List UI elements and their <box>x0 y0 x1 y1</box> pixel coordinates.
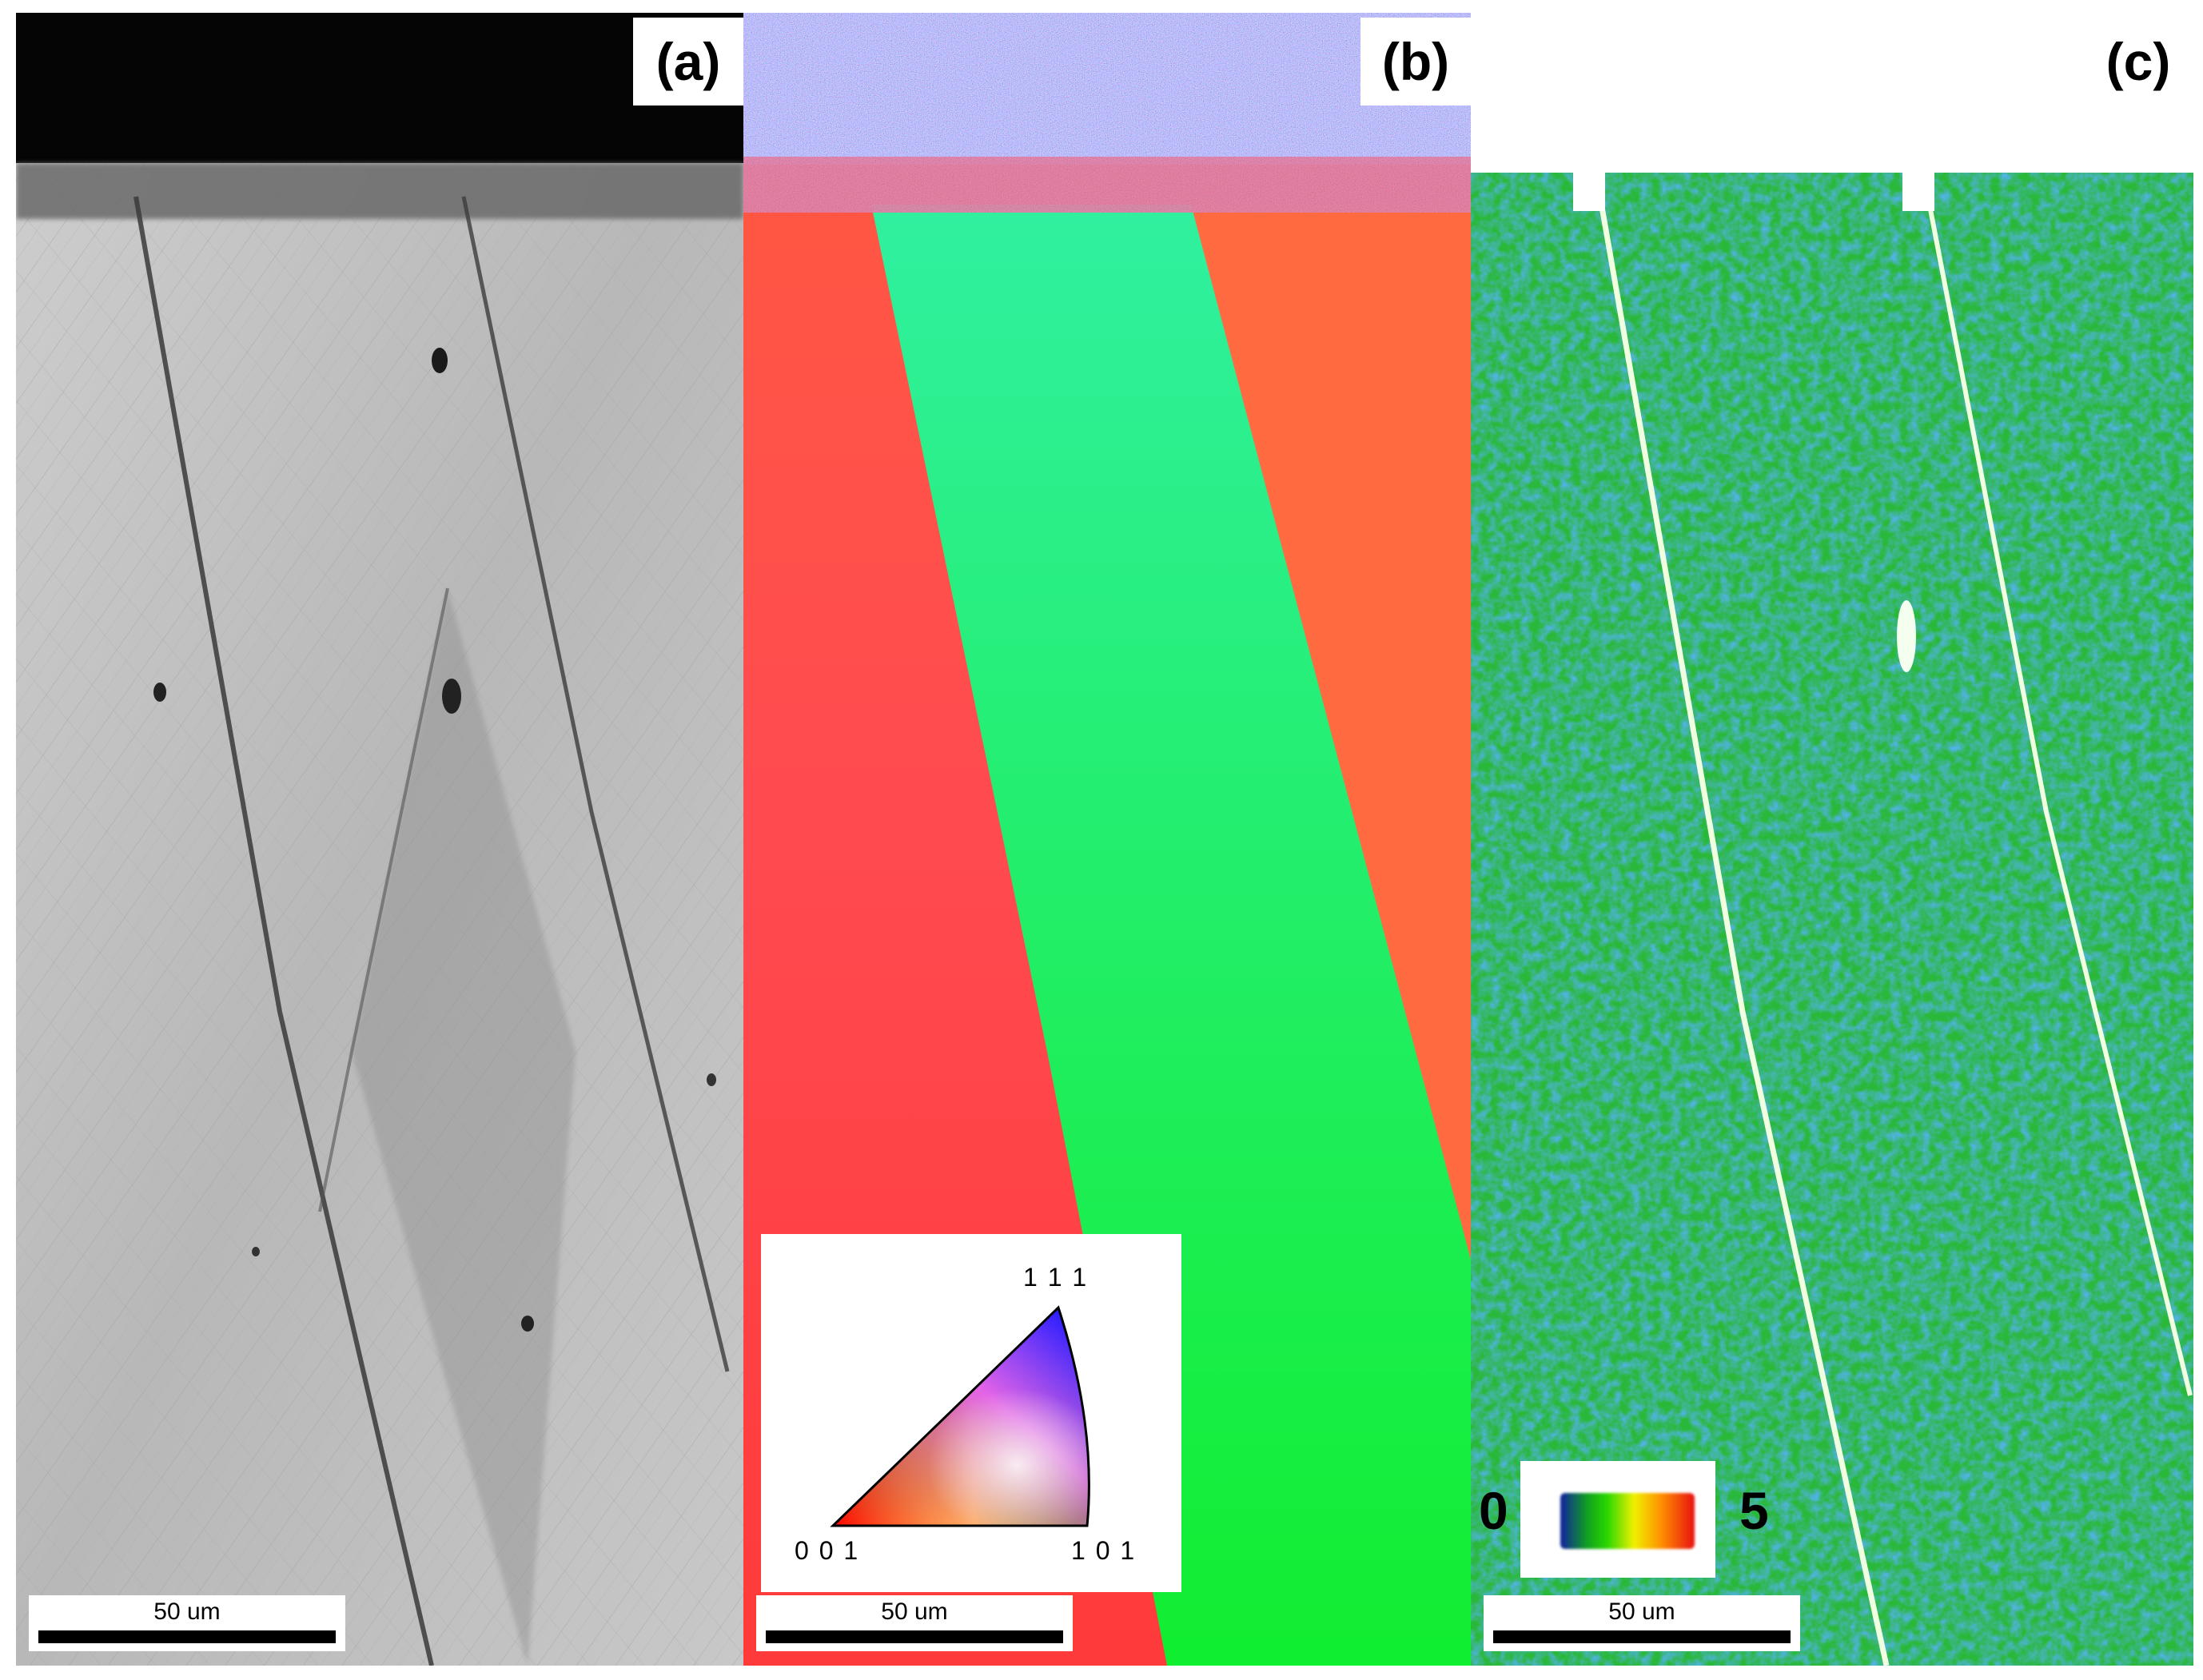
ipf-label-101: 1 0 1 <box>1071 1536 1137 1565</box>
ipf-triangle <box>830 1305 1090 1527</box>
kam-color-scale <box>1520 1461 1715 1578</box>
kam-scale-min: 0 <box>1479 1481 1508 1540</box>
panel-label-a: (a) <box>633 18 743 105</box>
scale-bar-label-a: 50 um <box>153 1598 221 1625</box>
scale-bar-line-c <box>1493 1630 1791 1643</box>
panel-c-kam-map: (c) 0 5 50 um <box>1471 13 2193 1666</box>
kam-gradient-bar <box>1560 1493 1695 1549</box>
scale-bar-a: 50 um <box>29 1595 345 1651</box>
panel-b-ipf-map: (b) <box>743 13 1471 1666</box>
scale-bar-c: 50 um <box>1484 1595 1800 1651</box>
panel-label-b: (b) <box>1360 18 1471 105</box>
scale-bar-b: 50 um <box>756 1595 1073 1651</box>
ipf-label-001: 0 0 1 <box>795 1536 860 1565</box>
kam-scale-max: 5 <box>1739 1481 1769 1540</box>
scale-bar-line-b <box>766 1630 1063 1643</box>
ipf-label-111: 1 1 1 <box>1023 1263 1089 1292</box>
micrograph-image <box>16 13 743 1666</box>
ipf-color-key: 1 1 1 0 0 1 1 0 1 <box>761 1234 1181 1592</box>
kam-map-image <box>1471 13 2193 1666</box>
scale-bar-label-c: 50 um <box>1608 1598 1675 1625</box>
panel-a-micrograph: (a) 50 um <box>16 13 743 1666</box>
scale-bar-line-a <box>38 1630 336 1643</box>
panel-label-c: (c) <box>2083 18 2193 105</box>
scale-bar-label-b: 50 um <box>881 1598 948 1625</box>
